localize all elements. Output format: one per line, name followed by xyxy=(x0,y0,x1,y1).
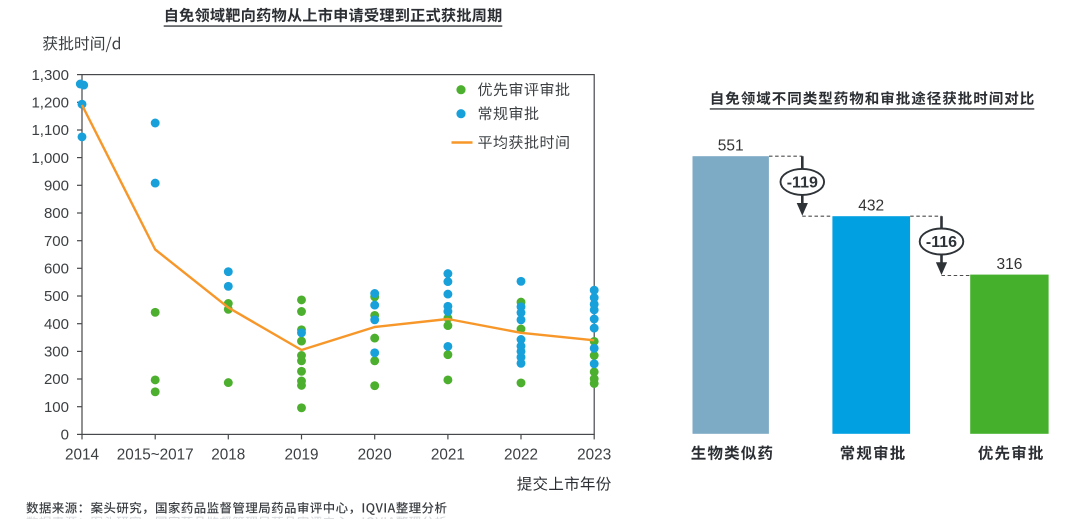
svg-text:2014: 2014 xyxy=(65,447,100,464)
svg-text:1,300: 1,300 xyxy=(31,67,69,84)
svg-text:-119: -119 xyxy=(787,175,818,192)
svg-text:200: 200 xyxy=(44,371,69,388)
svg-text:300: 300 xyxy=(44,344,69,361)
svg-text:2015~2017: 2015~2017 xyxy=(117,447,194,464)
svg-text:432: 432 xyxy=(858,197,884,214)
svg-text:600: 600 xyxy=(44,261,69,278)
svg-text:2019: 2019 xyxy=(284,447,318,464)
svg-text:316: 316 xyxy=(996,256,1022,273)
svg-text:1,000: 1,000 xyxy=(31,150,69,167)
svg-text:1,200: 1,200 xyxy=(31,95,69,112)
svg-text:2021: 2021 xyxy=(431,447,465,464)
svg-text:100: 100 xyxy=(44,399,69,416)
svg-text:2020: 2020 xyxy=(358,447,392,464)
svg-text:2022: 2022 xyxy=(504,447,538,464)
svg-text:500: 500 xyxy=(44,288,69,305)
svg-text:-116: -116 xyxy=(926,234,957,251)
svg-text:800: 800 xyxy=(44,205,69,222)
svg-text:400: 400 xyxy=(44,316,69,333)
svg-text:900: 900 xyxy=(44,178,69,195)
svg-text:0: 0 xyxy=(61,427,69,444)
svg-text:551: 551 xyxy=(718,137,744,154)
svg-text:2018: 2018 xyxy=(211,447,245,464)
svg-text:700: 700 xyxy=(44,233,69,250)
svg-text:1,100: 1,100 xyxy=(31,122,69,139)
svg-text:2023: 2023 xyxy=(577,447,611,464)
